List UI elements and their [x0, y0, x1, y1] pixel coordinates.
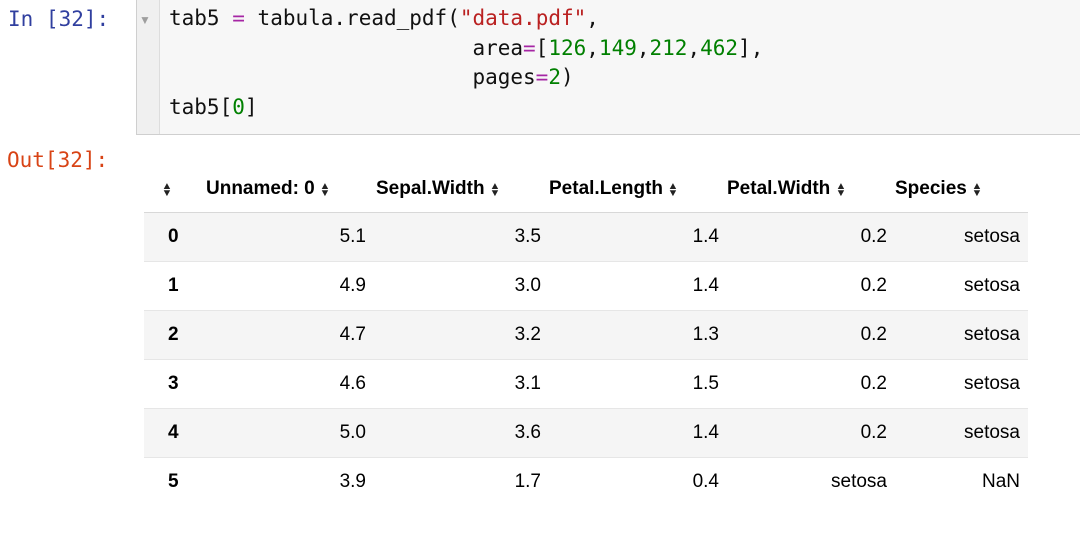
table-cell: 4.6	[206, 359, 376, 409]
table-cell: 1.7	[514, 471, 541, 492]
table-cell: NaN	[981, 471, 1020, 492]
sort-arrows-icon[interactable]: ▲ ▼	[971, 181, 983, 200]
table-header-row: ▲ ▼ Unnamed: 0 ▲ ▼ Sepal.Width ▲ ▼ Petal.Le…	[144, 165, 1028, 213]
table-cell: setosa	[895, 310, 1028, 360]
output-prompt: Out[32]:	[7, 148, 109, 172]
table-row: 0 5.1 3.5 1.4 0.2 setosa	[144, 212, 1028, 262]
table-cell: setosa	[895, 212, 1028, 262]
sort-arrows-icon[interactable]: ▲ ▼	[667, 181, 679, 200]
table-cell: 4.7	[206, 310, 376, 360]
column-header-label: Unnamed: 0	[206, 177, 315, 199]
row-index: 0	[144, 212, 206, 262]
column-header-label: Petal.Width	[727, 177, 831, 199]
table-cell: 1.4	[549, 408, 727, 458]
code-token: ]	[244, 94, 258, 119]
column-header-petal-width[interactable]: Petal.Width ▲ ▼	[727, 165, 895, 213]
sort-arrows-icon[interactable]: ▲ ▼	[835, 181, 846, 200]
index-header[interactable]: ▲ ▼	[144, 165, 206, 213]
table-row: 4 5.0 3.6 1.4 0.2 setosa	[144, 408, 1028, 458]
table-cell: setosa	[895, 261, 1028, 311]
code-token: =	[535, 65, 549, 89]
table-row: 1 4.9 3.0 1.4 0.2 setosa	[144, 261, 1028, 311]
column-header-species[interactable]: Species ▲ ▼	[895, 165, 1028, 213]
table-cell: 0.2	[727, 408, 895, 458]
code-token: 0	[232, 94, 245, 119]
table-cell: 1.4	[549, 212, 727, 262]
code-token: ],	[738, 35, 764, 60]
code-token: ,	[586, 6, 599, 30]
table-cell: 3.2	[376, 310, 549, 360]
code-token: 149	[598, 35, 637, 60]
table-cell: setosa	[895, 359, 1028, 409]
table-cell: 1.3	[549, 310, 727, 360]
code-token: [	[535, 35, 549, 60]
input-prompt: In [32]:	[8, 7, 110, 31]
code-token: 212	[649, 35, 688, 60]
row-index: 4	[144, 408, 206, 458]
code-editor[interactable]: tab5 = tabula.read_pdf("data.pdf", area=…	[169, 6, 764, 119]
table-cell: 5.0	[206, 408, 376, 458]
table-row: 5 3.9 1.7 0.4 setosa NaN	[144, 458, 1028, 507]
column-header-unnamed-0[interactable]: Unnamed: 0 ▲ ▼	[206, 165, 376, 213]
code-cell[interactable]: ▼ tab5 = tabula.read_pdf("data.pdf", are…	[136, 0, 1080, 135]
code-token: =	[523, 35, 536, 60]
column-header-label: Petal.Length	[549, 177, 664, 199]
row-index: 2	[144, 310, 206, 360]
table-cell: 1.5	[549, 359, 727, 409]
dataframe-output: ▲ ▼ Unnamed: 0 ▲ ▼ Sepal.Width ▲ ▼ Petal.Le…	[144, 165, 1028, 506]
table-cell: 0.2	[727, 261, 895, 311]
table-cell: 5.1	[206, 212, 376, 262]
column-header-petal-length[interactable]: Petal.Length ▲ ▼	[549, 165, 727, 213]
table-cell: 1.4	[549, 261, 727, 311]
sort-arrows-icon[interactable]: ▲ ▼	[161, 181, 173, 200]
table-cell: 3.6	[376, 408, 549, 458]
table-cell: 3.0	[376, 261, 549, 311]
code-token: 2	[548, 65, 561, 89]
table-cell: 3.1	[376, 359, 549, 409]
code-token: tab5	[169, 6, 220, 30]
code-token: tabula.read_pdf(	[257, 6, 460, 30]
table-cell: 0.4	[692, 471, 719, 492]
code-token: [	[219, 94, 233, 119]
row-index: 1	[144, 261, 206, 311]
code-token: =	[232, 6, 245, 30]
table-cell: 0.2	[727, 359, 895, 409]
row-index: 3	[144, 359, 206, 409]
code-token: area	[472, 35, 524, 60]
table-cell: 0.2	[727, 212, 895, 262]
table-cell: 3.9	[339, 471, 366, 492]
table-row: 2 4.7 3.2 1.3 0.2 setosa	[144, 310, 1028, 360]
table-cell: 3.5	[376, 212, 549, 262]
column-header-label: Species	[895, 177, 967, 199]
table-cell: 0.2	[727, 310, 895, 360]
column-header-sepal-width[interactable]: Sepal.Width ▲ ▼	[376, 165, 549, 213]
sort-arrows-icon[interactable]: ▲ ▼	[319, 181, 331, 200]
cell-gutter: ▼	[137, 0, 160, 134]
code-token: 126	[548, 35, 587, 60]
column-header-label: Sepal.Width	[376, 177, 485, 199]
sort-arrows-icon[interactable]: ▲ ▼	[489, 181, 501, 200]
code-token: tab5	[169, 94, 220, 119]
table-cell: 4.9	[206, 261, 376, 311]
code-token: )	[560, 65, 574, 89]
table-cell: setosa	[895, 408, 1028, 458]
code-token: "data.pdf"	[459, 6, 587, 30]
row-index: 5	[168, 471, 179, 492]
table-row: 3 4.6 3.1 1.5 0.2 setosa	[144, 359, 1028, 409]
code-token: pages	[472, 65, 536, 89]
code-token: 462	[700, 35, 739, 60]
triangle-down-icon[interactable]: ▼	[139, 13, 151, 27]
table-cell: setosa	[831, 471, 887, 492]
